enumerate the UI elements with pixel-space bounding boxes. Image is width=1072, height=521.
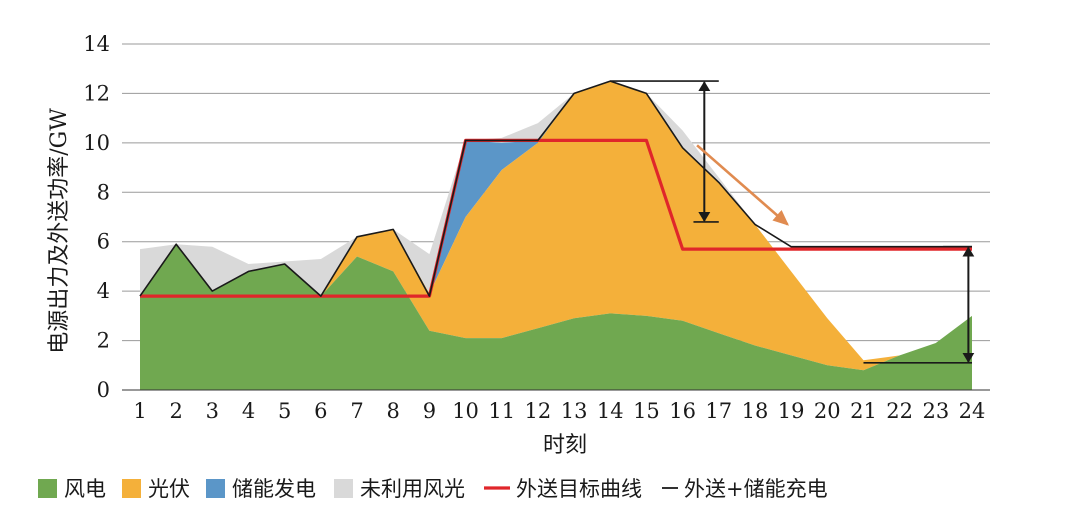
x-tick-label: 16 [669, 399, 696, 423]
legend: 风电 光伏 储能发电 未利用风光 外送目标曲线 外送+储能充电 [38, 477, 828, 501]
x-tick-label: 15 [633, 399, 660, 423]
legend-swatch-curtail [334, 479, 353, 498]
y-tick-label: 6 [97, 230, 110, 254]
target-line [140, 138, 972, 298]
x-tick-label: 7 [350, 399, 363, 423]
legend-swatch-wind [38, 479, 57, 498]
x-tick-label: 19 [778, 399, 805, 423]
y-tick-label: 8 [97, 180, 110, 204]
area-solar [140, 81, 972, 371]
legend-label-target: 外送目标曲线 [516, 477, 642, 501]
y-axis-title: 电源出力及外送功率/GW [47, 108, 72, 354]
area-layer [140, 81, 972, 390]
y-tick-label: 12 [83, 81, 110, 105]
x-tick-label: 23 [922, 399, 949, 423]
x-tick-label: 3 [206, 399, 219, 423]
x-tick-label: 11 [488, 399, 515, 423]
trend-arrow [696, 144, 790, 226]
annotation-layer [610, 80, 975, 364]
x-tick-label: 10 [452, 399, 479, 423]
x-tick-label: 8 [387, 399, 400, 423]
y-tick-label: 14 [83, 32, 110, 56]
x-tick-label: 1 [133, 399, 146, 423]
x-tick-label: 2 [169, 399, 182, 423]
x-tick-label: 13 [561, 399, 588, 423]
legend-swatch-storage [206, 479, 225, 498]
legend-swatch-solar [122, 479, 141, 498]
x-tick-label: 21 [850, 399, 877, 423]
x-tick-label: 18 [742, 399, 769, 423]
line-layer [139, 80, 972, 298]
x-tick-label: 22 [886, 399, 913, 423]
y-tick-label: 0 [97, 378, 110, 402]
x-axis-title: 时刻 [543, 433, 587, 458]
legend-label-wind: 风电 [64, 477, 106, 501]
x-tick-label: 9 [423, 399, 436, 423]
x-tick-label: 6 [314, 399, 327, 423]
y-tick-label: 4 [97, 279, 110, 303]
area-wind [140, 244, 972, 390]
x-tick-label: 14 [597, 399, 624, 423]
legend-label-curtail: 未利用风光 [360, 477, 465, 501]
x-tick-label: 20 [814, 399, 841, 423]
legend-label-storage: 储能发电 [232, 477, 316, 501]
x-tick-label: 5 [278, 399, 291, 423]
x-tick-label: 24 [959, 399, 986, 423]
x-tick-label: 17 [705, 399, 732, 423]
y-tick-label: 10 [83, 131, 110, 155]
legend-label-total: 外送+储能充电 [684, 477, 828, 501]
x-tick-label: 4 [242, 399, 255, 423]
total-line [139, 80, 972, 297]
x-tick-label: 12 [525, 399, 552, 423]
legend-label-solar: 光伏 [148, 477, 190, 501]
y-tick-label: 2 [97, 329, 110, 353]
